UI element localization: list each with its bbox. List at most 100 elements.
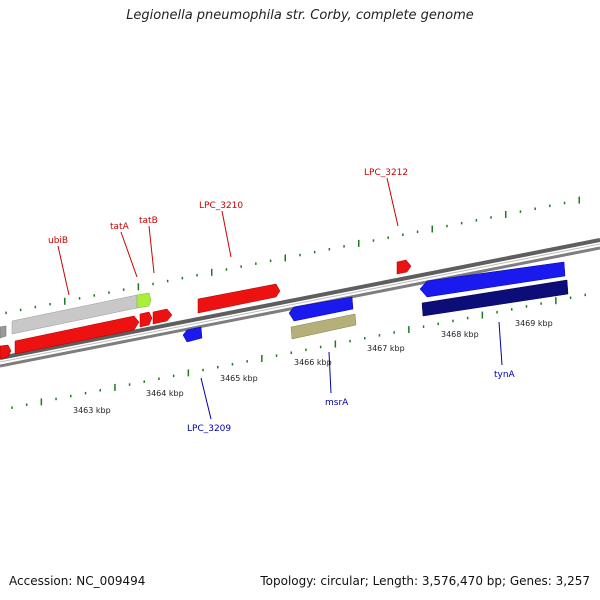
minor-tick — [78, 297, 81, 300]
minor-tick — [466, 316, 469, 320]
minor-tick — [416, 230, 419, 234]
minor-tick — [446, 224, 448, 228]
minor-tick — [402, 233, 404, 236]
minor-tick — [217, 365, 219, 369]
major-tick — [334, 340, 337, 348]
minor-tick — [93, 294, 95, 297]
minor-tick — [128, 383, 131, 386]
feature-LPC_3209[interactable] — [182, 326, 203, 343]
minor-tick — [246, 360, 248, 363]
feature-tynA-navy[interactable] — [421, 279, 569, 317]
major-tick — [481, 311, 484, 319]
minor-tick — [584, 293, 586, 297]
major-tick — [505, 211, 507, 218]
minor-tick — [269, 259, 272, 262]
minor-tick — [202, 368, 204, 372]
minor-tick — [490, 216, 492, 219]
minor-tick — [255, 262, 257, 265]
major-tick — [261, 355, 263, 362]
label-leader-lines — [57, 177, 503, 420]
feature-LPC_3212[interactable] — [396, 259, 412, 275]
minor-tick — [181, 276, 184, 280]
minor-tick — [393, 331, 395, 334]
feature-outer-grey-left[interactable] — [0, 325, 7, 339]
major-tick — [137, 283, 140, 291]
major-tick — [284, 254, 286, 262]
minor-tick — [122, 288, 125, 291]
accession-text: Accession: NC_009494 — [9, 574, 146, 588]
minor-tick — [152, 282, 154, 286]
minor-tick — [313, 250, 316, 254]
major-tick — [211, 268, 213, 276]
minor-tick — [108, 291, 110, 294]
gene-features — [0, 259, 569, 360]
scale-label-3464: 3464 kbp — [146, 389, 184, 398]
map-title: Legionella pneumophila str. Corby, compl… — [126, 8, 474, 23]
minor-tick — [231, 363, 234, 366]
minor-tick — [319, 345, 322, 349]
minor-tick — [378, 334, 381, 337]
minor-tick — [196, 274, 198, 277]
feature-red-left-small[interactable] — [0, 344, 12, 360]
major-tick — [64, 297, 66, 305]
minor-tick — [225, 268, 228, 271]
feature-tatB-2[interactable] — [152, 308, 173, 325]
minor-tick — [460, 221, 463, 225]
minor-tick — [158, 377, 160, 380]
scale-label-3466: 3466 kbp — [294, 358, 332, 367]
minor-tick — [19, 308, 22, 312]
feature-LPC_3210[interactable] — [197, 283, 281, 314]
minor-tick — [70, 394, 72, 398]
feature-tatB-1[interactable] — [139, 311, 153, 328]
feature-tynA-blue[interactable] — [419, 261, 566, 298]
feature-msrA-blue[interactable] — [288, 296, 354, 322]
minor-tick — [25, 403, 28, 406]
minor-tick — [84, 391, 87, 395]
scale-labels: 3463 kbp 3464 kbp 3465 kbp 3466 kbp 3467… — [73, 319, 553, 415]
minor-tick — [99, 389, 101, 392]
gene-label-tatA[interactable]: tatA — [110, 222, 130, 232]
minor-tick — [511, 308, 513, 311]
major-tick — [578, 196, 580, 204]
feature-tatA[interactable] — [136, 292, 152, 309]
minor-tick — [364, 337, 366, 340]
gene-label-LPC_3210[interactable]: LPC_3210 — [199, 201, 243, 211]
feature-msrA-olive[interactable] — [290, 313, 357, 340]
minor-tick — [343, 245, 345, 248]
gene-label-tynA[interactable]: tynA — [494, 370, 516, 380]
minor-tick — [5, 311, 7, 315]
gene-labels: ubiB tatA tatB LPC_3210 LPC_3212 LPC_320… — [48, 168, 516, 434]
scale-label-3465: 3465 kbp — [220, 374, 258, 383]
scale-label-3469: 3469 kbp — [515, 319, 553, 328]
minor-tick — [49, 302, 51, 306]
minor-tick — [240, 265, 242, 268]
minor-tick — [387, 236, 389, 239]
gene-label-tatB[interactable]: tatB — [139, 216, 158, 226]
minor-tick — [372, 239, 375, 242]
minor-tick — [549, 204, 551, 208]
minor-tick — [534, 207, 536, 210]
minor-tick — [305, 348, 307, 352]
minor-tick — [525, 305, 528, 308]
gene-label-LPC_3212[interactable]: LPC_3212 — [364, 168, 408, 178]
minor-tick — [143, 380, 145, 383]
minor-tick — [452, 319, 454, 323]
minor-tick — [290, 351, 292, 354]
minor-tick — [437, 322, 439, 326]
scale-label-3463: 3463 kbp — [73, 406, 111, 415]
upper-tick-row — [5, 196, 580, 315]
major-tick — [431, 225, 433, 233]
major-tick — [408, 326, 410, 334]
major-tick — [187, 369, 190, 377]
gene-label-ubiB[interactable]: ubiB — [48, 236, 68, 246]
topology-summary-text: Topology: circular; Length: 3,576,470 bp… — [260, 574, 590, 588]
minor-tick — [275, 354, 278, 357]
gene-label-LPC_3209[interactable]: LPC_3209 — [187, 424, 231, 434]
minor-tick — [299, 253, 301, 257]
minor-tick — [55, 397, 57, 401]
feature-red-long[interactable] — [14, 315, 140, 355]
minor-tick — [172, 374, 175, 378]
gene-label-msrA[interactable]: msrA — [325, 398, 349, 408]
minor-tick — [540, 302, 542, 305]
